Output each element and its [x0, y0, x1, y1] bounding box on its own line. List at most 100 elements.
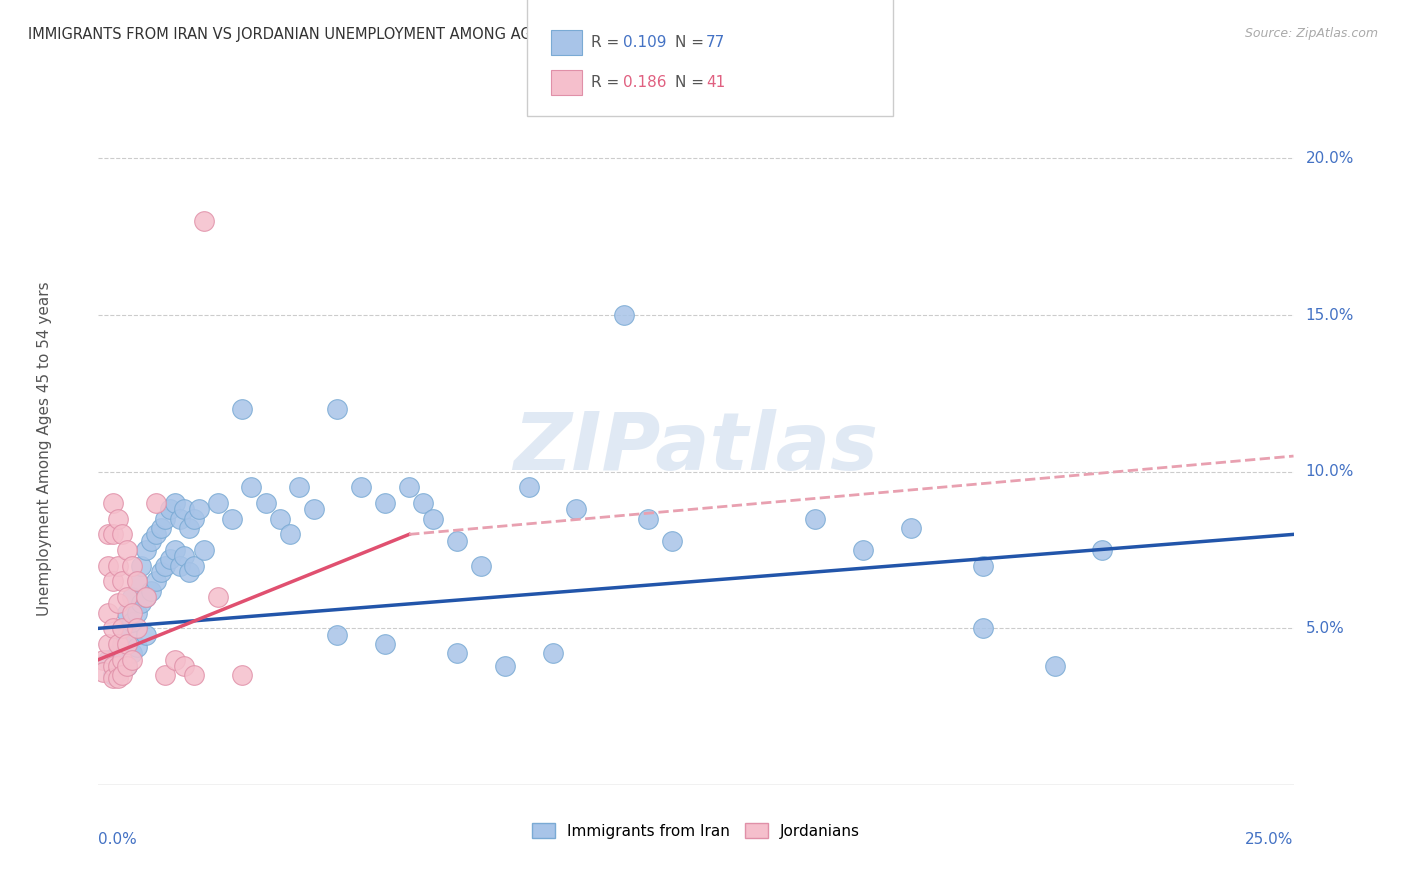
Point [145, 496, 167, 510]
Point [97, 653, 120, 667]
Point [107, 647, 129, 661]
Point [107, 665, 129, 680]
Point [269, 512, 291, 526]
Point [613, 308, 636, 322]
Point [107, 596, 129, 610]
Point [350, 480, 373, 494]
Point [111, 637, 134, 651]
Point [91, 653, 114, 667]
Point [139, 583, 162, 598]
Point [135, 590, 157, 604]
Text: 5.0%: 5.0% [1306, 621, 1344, 636]
Point [115, 659, 138, 673]
Point [173, 502, 195, 516]
Point [91, 665, 114, 680]
Point [155, 668, 177, 682]
Text: 0.0%: 0.0% [98, 832, 138, 847]
Point [135, 590, 157, 604]
Point [111, 621, 134, 635]
Point [900, 521, 922, 535]
Text: ZIPatlas: ZIPatlas [513, 409, 879, 487]
Point [149, 521, 172, 535]
Point [101, 659, 124, 673]
Point [145, 574, 167, 589]
Text: N =: N = [675, 76, 709, 90]
Point [163, 496, 186, 510]
Point [97, 606, 120, 620]
Point [565, 502, 588, 516]
Point [135, 627, 157, 641]
Point [125, 574, 148, 589]
Point [111, 527, 134, 541]
Point [494, 659, 516, 673]
Text: 41: 41 [706, 76, 725, 90]
Point [115, 659, 138, 673]
Point [446, 647, 468, 661]
Text: R =: R = [591, 36, 624, 50]
Point [121, 590, 143, 604]
Point [207, 496, 229, 510]
Point [135, 543, 157, 558]
Point [131, 558, 153, 573]
Point [288, 480, 311, 494]
Point [972, 621, 994, 635]
Point [231, 402, 253, 417]
Point [139, 533, 162, 548]
Point [541, 647, 564, 661]
Point [159, 502, 181, 516]
Point [179, 521, 201, 535]
Text: 0.186: 0.186 [623, 76, 666, 90]
Point [637, 512, 659, 526]
Point [155, 512, 177, 526]
Point [101, 574, 124, 589]
Point [326, 402, 349, 417]
Point [107, 512, 129, 526]
Point [107, 637, 129, 651]
Point [412, 496, 434, 510]
Point [187, 502, 209, 516]
Point [517, 480, 540, 494]
Point [1043, 659, 1066, 673]
Point [111, 574, 134, 589]
Text: 20.0%: 20.0% [1306, 151, 1354, 166]
Point [101, 496, 124, 510]
Text: Source: ZipAtlas.com: Source: ZipAtlas.com [1244, 27, 1378, 40]
Point [326, 627, 349, 641]
Point [121, 653, 143, 667]
Point [125, 574, 148, 589]
Point [183, 668, 205, 682]
Text: IMMIGRANTS FROM IRAN VS JORDANIAN UNEMPLOYMENT AMONG AGES 45 TO 54 YEARS CORRELA: IMMIGRANTS FROM IRAN VS JORDANIAN UNEMPL… [28, 27, 837, 42]
Point [183, 558, 205, 573]
Point [193, 543, 215, 558]
Text: 25.0%: 25.0% [1246, 832, 1294, 847]
Point [661, 533, 683, 548]
Point [101, 527, 124, 541]
Point [121, 558, 143, 573]
Point [115, 637, 138, 651]
Text: R =: R = [591, 76, 624, 90]
Point [125, 606, 148, 620]
Point [207, 590, 229, 604]
Point [115, 606, 138, 620]
Point [169, 512, 191, 526]
Point [145, 527, 167, 541]
Point [111, 668, 134, 682]
Point [131, 596, 153, 610]
Point [374, 496, 396, 510]
Point [111, 621, 134, 635]
Point [155, 558, 177, 573]
Point [972, 558, 994, 573]
Point [193, 214, 215, 228]
Point [107, 558, 129, 573]
Point [422, 512, 444, 526]
Point [179, 565, 201, 579]
Text: Unemployment Among Ages 45 to 54 years: Unemployment Among Ages 45 to 54 years [37, 281, 52, 615]
Point [1091, 543, 1114, 558]
Point [852, 543, 875, 558]
Point [173, 549, 195, 564]
Point [398, 480, 420, 494]
Point [183, 512, 205, 526]
Text: 10.0%: 10.0% [1306, 464, 1354, 479]
Point [446, 533, 468, 548]
Point [111, 653, 134, 667]
